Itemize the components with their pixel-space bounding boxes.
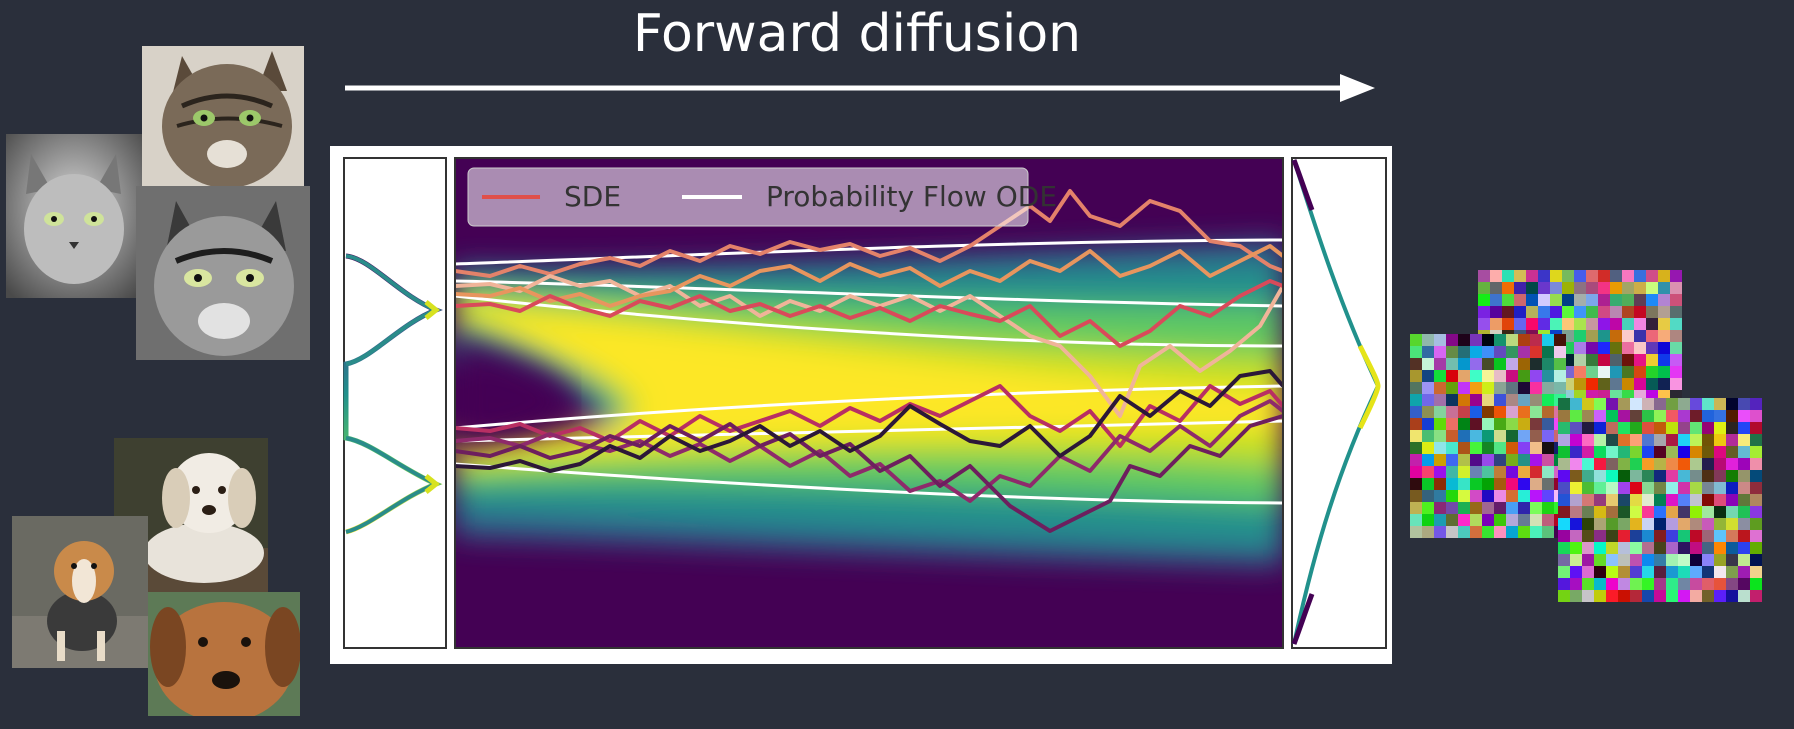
cat-photo-gray	[6, 134, 142, 298]
left-density-panel	[343, 157, 447, 649]
noise-image-right	[1558, 398, 1762, 602]
cat-photo-bw	[136, 186, 310, 360]
forward-arrow-icon	[345, 74, 1375, 102]
dog-photo-brown	[148, 592, 300, 716]
diffusion-plot: SDE Probability Flow ODE	[330, 146, 1392, 664]
dog-photo-beagle	[12, 516, 148, 668]
density-heatmap	[455, 158, 1283, 648]
sde-trajectories	[455, 189, 1283, 533]
ode-trajectories	[455, 238, 1283, 505]
noise-images	[1410, 270, 1762, 602]
title: Forward diffusion	[632, 4, 1082, 64]
legend: SDE Probability Flow ODE	[467, 167, 1057, 227]
cat-photo-tabby	[142, 46, 304, 186]
noise-image-left	[1410, 334, 1566, 538]
legend-sde-label: SDE	[564, 180, 621, 213]
legend-ode-label: Probability Flow ODE	[766, 180, 1057, 213]
